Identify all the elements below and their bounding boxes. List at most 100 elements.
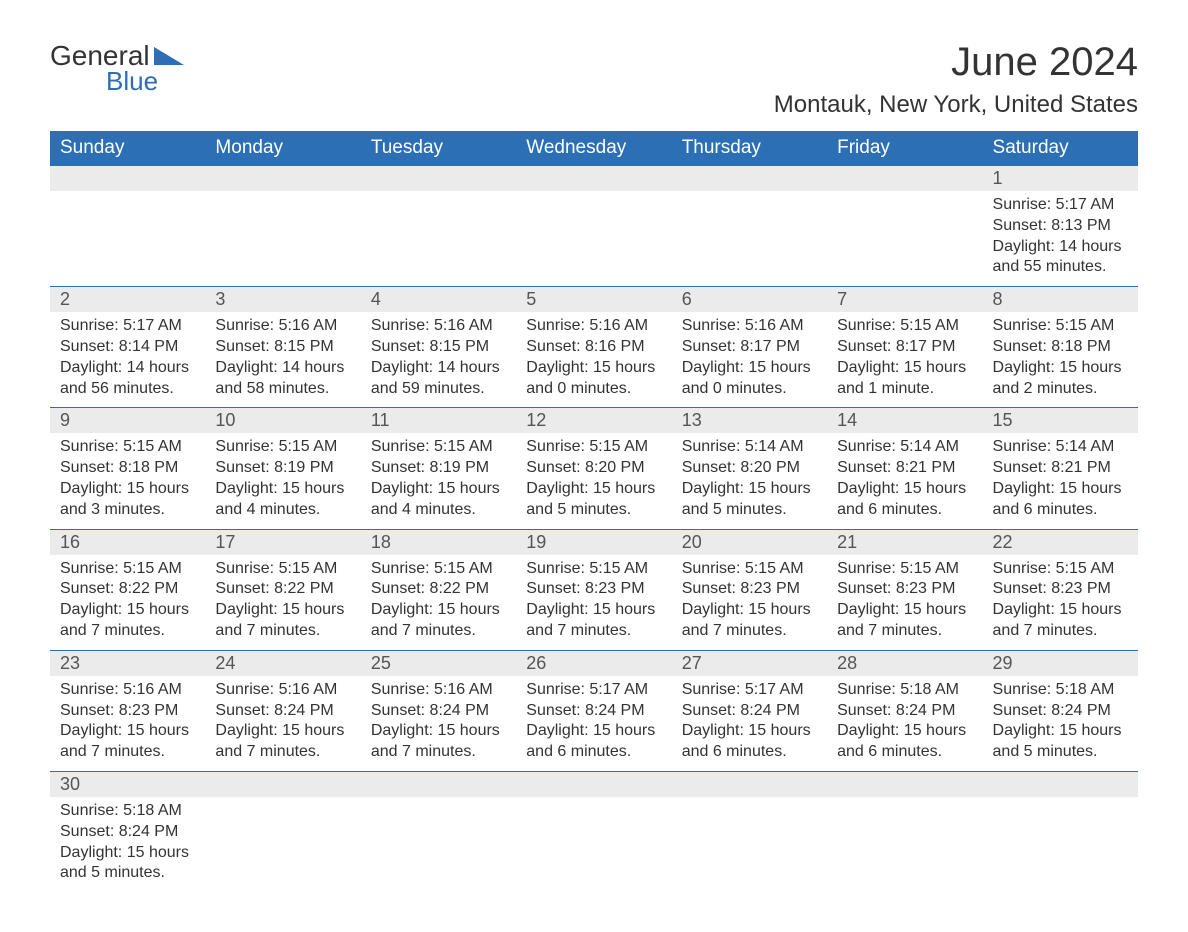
sunrise-line: Sunrise: 5:18 AM (837, 680, 972, 701)
day-number-cell (672, 771, 827, 797)
sunrise-line: Sunrise: 5:15 AM (60, 437, 195, 458)
day-details-row: Sunrise: 5:17 AMSunset: 8:14 PM Daylight:… (50, 312, 1138, 408)
sunset-line: Sunset: 8:24 PM (682, 701, 817, 722)
day-number-cell: 12 (516, 408, 671, 434)
weekday-header: Friday (827, 131, 982, 166)
day-number-cell (827, 771, 982, 797)
sunset-line: Sunset: 8:24 PM (837, 701, 972, 722)
sunset-line: Sunset: 8:19 PM (215, 458, 350, 479)
sunset-line: Sunset: 8:17 PM (837, 337, 972, 358)
logo-triangle-icon (154, 47, 184, 70)
day-details-cell: Sunrise: 5:15 AMSunset: 8:20 PMDaylight:… (516, 433, 671, 529)
sunrise-line: Sunrise: 5:17 AM (60, 316, 195, 337)
day-number-cell: 29 (983, 650, 1138, 676)
day-details-cell: Sunrise: 5:15 AMSunset: 8:22 PMDaylight:… (205, 555, 360, 651)
sunset-line: Sunset: 8:16 PM (526, 337, 661, 358)
sunset-line: Sunset: 8:21 PM (837, 458, 972, 479)
daylight-line: Daylight: 15 hours and 3 minutes. (60, 479, 195, 521)
sunrise-line: Sunrise: 5:16 AM (215, 680, 350, 701)
sunset-line: Sunset: 8:23 PM (526, 579, 661, 600)
daylight-line: Daylight: 15 hours and 6 minutes. (682, 721, 817, 763)
day-details-cell: Sunrise: 5:18 AMSunset: 8:24 PMDaylight:… (827, 676, 982, 772)
daylight-line: Daylight: 15 hours and 0 minutes. (526, 358, 661, 400)
daylight-line: Daylight: 15 hours and 5 minutes. (526, 479, 661, 521)
day-details-cell: Sunrise: 5:15 AMSunset: 8:22 PMDaylight:… (50, 555, 205, 651)
day-details-cell (361, 797, 516, 892)
day-details-cell: Sunrise: 5:16 AMSunset: 8:15 PMDaylight:… (205, 312, 360, 408)
sunset-line: Sunset: 8:24 PM (993, 701, 1128, 722)
sunset-line: Sunset: 8:18 PM (60, 458, 195, 479)
day-details-cell: Sunrise: 5:17 AMSunset: 8:14 PMDaylight:… (50, 312, 205, 408)
sunset-line: Sunset: 8:24 PM (526, 701, 661, 722)
day-number-cell: 17 (205, 529, 360, 555)
day-number-row: 2345678 (50, 287, 1138, 313)
day-number-cell: 2 (50, 287, 205, 313)
daylight-line: Daylight: 15 hours and 5 minutes. (60, 843, 195, 885)
day-number-cell: 6 (672, 287, 827, 313)
day-details-cell: Sunrise: 5:15 AMSunset: 8:19 PMDaylight:… (205, 433, 360, 529)
sunrise-line: Sunrise: 5:15 AM (526, 437, 661, 458)
logo: General Blue (50, 40, 184, 97)
daylight-line: Daylight: 15 hours and 0 minutes. (682, 358, 817, 400)
weekday-header: Sunday (50, 131, 205, 166)
day-number-cell: 26 (516, 650, 671, 676)
daylight-line: Daylight: 15 hours and 7 minutes. (215, 600, 350, 642)
day-number-cell: 10 (205, 408, 360, 434)
day-number-cell: 24 (205, 650, 360, 676)
sunrise-line: Sunrise: 5:15 AM (682, 559, 817, 580)
day-details-cell (672, 797, 827, 892)
sunrise-line: Sunrise: 5:15 AM (60, 559, 195, 580)
daylight-line: Daylight: 15 hours and 7 minutes. (60, 600, 195, 642)
day-details-cell: Sunrise: 5:17 AMSunset: 8:24 PMDaylight:… (672, 676, 827, 772)
day-number-cell: 14 (827, 408, 982, 434)
weekday-header: Saturday (983, 131, 1138, 166)
sunrise-line: Sunrise: 5:18 AM (60, 801, 195, 822)
sunrise-line: Sunrise: 5:15 AM (993, 559, 1128, 580)
day-details-cell: Sunrise: 5:17 AMSunset: 8:13 PMDaylight:… (983, 191, 1138, 287)
day-number-cell (516, 166, 671, 192)
sunset-line: Sunset: 8:23 PM (60, 701, 195, 722)
sunset-line: Sunset: 8:20 PM (682, 458, 817, 479)
month-title: June 2024 (774, 40, 1138, 85)
sunrise-line: Sunrise: 5:16 AM (682, 316, 817, 337)
day-details-row: Sunrise: 5:17 AMSunset: 8:13 PMDaylight:… (50, 191, 1138, 287)
sunrise-line: Sunrise: 5:16 AM (60, 680, 195, 701)
sunset-line: Sunset: 8:13 PM (993, 216, 1128, 237)
day-number-cell (205, 166, 360, 192)
sunset-line: Sunset: 8:22 PM (60, 579, 195, 600)
sunset-line: Sunset: 8:18 PM (993, 337, 1128, 358)
page-header: General Blue June 2024 Montauk, New York… (50, 40, 1138, 119)
sunrise-line: Sunrise: 5:15 AM (371, 437, 506, 458)
day-number-cell: 13 (672, 408, 827, 434)
day-details-cell: Sunrise: 5:15 AMSunset: 8:22 PMDaylight:… (361, 555, 516, 651)
day-details-cell: Sunrise: 5:16 AMSunset: 8:15 PMDaylight:… (361, 312, 516, 408)
daylight-line: Daylight: 14 hours and 59 minutes. (371, 358, 506, 400)
day-details-row: Sunrise: 5:16 AMSunset: 8:23 PMDaylight:… (50, 676, 1138, 772)
sunrise-line: Sunrise: 5:16 AM (371, 680, 506, 701)
day-number-cell (361, 771, 516, 797)
sunset-line: Sunset: 8:14 PM (60, 337, 195, 358)
day-number-cell: 15 (983, 408, 1138, 434)
day-number-row: 16171819202122 (50, 529, 1138, 555)
sunrise-line: Sunrise: 5:14 AM (682, 437, 817, 458)
daylight-line: Daylight: 15 hours and 7 minutes. (371, 721, 506, 763)
day-details-cell: Sunrise: 5:15 AMSunset: 8:19 PMDaylight:… (361, 433, 516, 529)
daylight-line: Daylight: 15 hours and 6 minutes. (526, 721, 661, 763)
day-number-cell: 1 (983, 166, 1138, 192)
day-details-cell (50, 191, 205, 287)
sunrise-line: Sunrise: 5:16 AM (215, 316, 350, 337)
calendar-table: SundayMondayTuesdayWednesdayThursdayFrid… (50, 131, 1138, 892)
daylight-line: Daylight: 15 hours and 5 minutes. (993, 721, 1128, 763)
sunset-line: Sunset: 8:15 PM (371, 337, 506, 358)
day-details-cell: Sunrise: 5:15 AMSunset: 8:23 PMDaylight:… (672, 555, 827, 651)
daylight-line: Daylight: 14 hours and 58 minutes. (215, 358, 350, 400)
day-details-cell (516, 191, 671, 287)
sunrise-line: Sunrise: 5:17 AM (993, 195, 1128, 216)
day-details-cell (672, 191, 827, 287)
day-number-cell: 9 (50, 408, 205, 434)
day-number-cell: 11 (361, 408, 516, 434)
day-number-cell: 22 (983, 529, 1138, 555)
day-details-cell: Sunrise: 5:18 AMSunset: 8:24 PMDaylight:… (983, 676, 1138, 772)
day-number-cell: 23 (50, 650, 205, 676)
day-details-cell: Sunrise: 5:16 AMSunset: 8:24 PMDaylight:… (361, 676, 516, 772)
